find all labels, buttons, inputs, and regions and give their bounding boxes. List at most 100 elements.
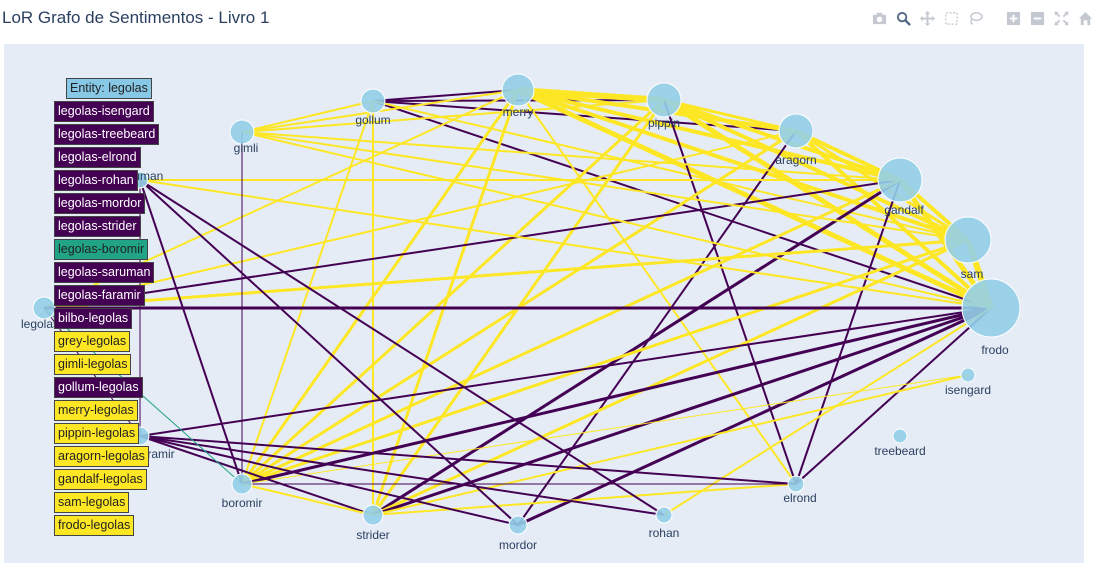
edge-gandalf-legolas[interactable] xyxy=(43,179,901,309)
edge-mordor-faramir[interactable] xyxy=(139,435,519,526)
node-label-isengard: isengard xyxy=(945,383,991,397)
edge-gandalf-boromir[interactable] xyxy=(241,178,901,486)
edge-frodo-strider[interactable] xyxy=(372,306,992,517)
box-select-icon[interactable] xyxy=(941,8,961,28)
edge-merry-boromir[interactable] xyxy=(240,89,520,485)
tooltip-item: sam-legolas xyxy=(54,492,130,513)
modebar-spacer xyxy=(989,8,999,28)
tooltip-item: legolas-treebeard xyxy=(54,124,160,145)
edge-isengard-boromir[interactable] xyxy=(241,374,969,485)
node-label-gimli: gimli xyxy=(234,141,259,155)
tooltip-item: bilbo-legolas xyxy=(54,308,133,329)
lasso-icon[interactable] xyxy=(965,8,985,28)
tooltip-item: legolas-faramir xyxy=(54,285,145,306)
node-gollum[interactable] xyxy=(360,88,386,114)
edge-elrond-faramir[interactable] xyxy=(139,435,797,485)
labels-layer: legolas gimli gollum merry pippin aragorn gand… xyxy=(21,105,1009,552)
tooltip-item: legolas-elrond xyxy=(54,147,141,168)
node-label-gollum: gollum xyxy=(355,113,390,127)
edge-mordor-saruman[interactable] xyxy=(139,179,519,526)
tooltip-item: pippin-legolas xyxy=(54,423,140,444)
edge-frodo-elrond[interactable] xyxy=(795,307,992,485)
edge-pippin-aragorn[interactable] xyxy=(663,98,797,133)
edge-frodo-mordor[interactable] xyxy=(517,306,992,527)
edge-strider-boromir[interactable] xyxy=(241,483,374,516)
node-label-elrond: elrond xyxy=(783,491,816,505)
plot-area[interactable]: legolas gimli gollum merry pippin aragorn gand… xyxy=(4,44,1084,563)
autoscale-icon[interactable] xyxy=(1051,8,1071,28)
edge-pippin-boromir[interactable] xyxy=(240,98,666,486)
tooltip-item: legolas-strider xyxy=(54,216,141,237)
home-icon[interactable] xyxy=(1075,8,1095,28)
tooltip-item: legolas-saruman xyxy=(54,262,155,283)
edge-boromir-saruman[interactable] xyxy=(139,179,243,485)
node-elrond[interactable] xyxy=(787,475,805,493)
edge-sam-gimli[interactable] xyxy=(241,131,969,241)
node-mordor[interactable] xyxy=(508,515,528,535)
network-graph[interactable]: legolas gimli gollum merry pippin aragorn gand… xyxy=(4,44,1084,563)
edge-sam-strider[interactable] xyxy=(372,238,969,517)
node-label-treebeard: treebeard xyxy=(874,444,925,458)
edge-gandalf-elrond[interactable] xyxy=(795,179,901,485)
edge-gollum-gimli[interactable] xyxy=(241,100,374,133)
node-pippin[interactable] xyxy=(646,82,682,118)
edge-gollum-merry[interactable] xyxy=(372,89,519,102)
edge-pippin-gimli[interactable] xyxy=(241,99,665,133)
node-merry[interactable] xyxy=(501,73,535,107)
edge-isengard-strider[interactable] xyxy=(372,374,969,516)
edge-pippin-frodo[interactable] xyxy=(662,97,993,311)
node-legolas[interactable] xyxy=(32,296,56,320)
edge-frodo-gimli[interactable] xyxy=(241,131,992,309)
edge-strider-faramir[interactable] xyxy=(139,435,374,516)
tooltip-item: legolas-boromir xyxy=(54,239,149,260)
node-label-legolas: legolas xyxy=(21,317,59,331)
tooltip-item: merry-legolas xyxy=(54,400,138,421)
edge-frodo-rohan[interactable] xyxy=(663,307,992,516)
tooltip-entity: Entity: legolas xyxy=(66,78,152,99)
node-treebeard[interactable] xyxy=(892,428,908,444)
edge-frodo-boromir[interactable] xyxy=(241,306,992,486)
node-label-frodo: frodo xyxy=(981,343,1009,357)
node-sam[interactable] xyxy=(944,216,992,264)
edge-frodo-faramir[interactable] xyxy=(139,307,992,437)
node-label-rohan: rohan xyxy=(649,526,680,540)
node-boromir[interactable] xyxy=(231,473,253,495)
node-label-strider: strider xyxy=(356,528,389,542)
node-label-merry: merry xyxy=(503,105,534,119)
edge-elrond-strider[interactable] xyxy=(372,483,797,516)
edge-gollum-sam[interactable] xyxy=(372,100,969,241)
zoom-in-icon[interactable] xyxy=(1003,8,1023,28)
edge-gandalf-gimli[interactable] xyxy=(241,131,901,181)
edge-rohan-faramir[interactable] xyxy=(139,435,665,516)
edge-merry-frodo[interactable] xyxy=(516,87,993,311)
edge-saruman-rohan[interactable] xyxy=(139,179,665,516)
node-isengard[interactable] xyxy=(960,367,976,383)
edge-sam-boromir[interactable] xyxy=(241,238,969,486)
edge-merry-strider[interactable] xyxy=(371,89,520,516)
node-gimli[interactable] xyxy=(229,119,255,145)
tooltip-item: gollum-legolas xyxy=(54,377,143,398)
edge-gollum-aragorn[interactable] xyxy=(372,100,797,132)
node-aragorn[interactable] xyxy=(778,113,814,149)
node-rohan[interactable] xyxy=(655,506,673,524)
node-label-sam: sam xyxy=(961,267,984,281)
edge-aragorn-frodo[interactable] xyxy=(794,129,993,310)
edge-gollum-boromir[interactable] xyxy=(241,100,374,485)
edge-sam-legolas[interactable] xyxy=(43,238,969,310)
edge-aragorn-legolas[interactable] xyxy=(43,130,797,309)
tooltip-item: frodo-legolas xyxy=(54,515,135,536)
node-gandalf[interactable] xyxy=(877,157,923,203)
modebar xyxy=(869,8,1095,28)
tooltip-item: legolas-isengard xyxy=(54,101,154,122)
zoom-icon[interactable] xyxy=(893,8,913,28)
pan-icon[interactable] xyxy=(917,8,937,28)
tooltip-item: legolas-rohan xyxy=(54,170,138,191)
edge-frodo-saruman[interactable] xyxy=(139,179,992,309)
node-frodo[interactable] xyxy=(961,278,1021,338)
node-label-mordor: mordor xyxy=(499,538,537,552)
edge-pippin-sam[interactable] xyxy=(663,98,969,242)
camera-icon[interactable] xyxy=(869,8,889,28)
zoom-out-icon[interactable] xyxy=(1027,8,1047,28)
node-strider[interactable] xyxy=(362,504,384,526)
edge-aragorn-mordor[interactable] xyxy=(517,130,797,526)
